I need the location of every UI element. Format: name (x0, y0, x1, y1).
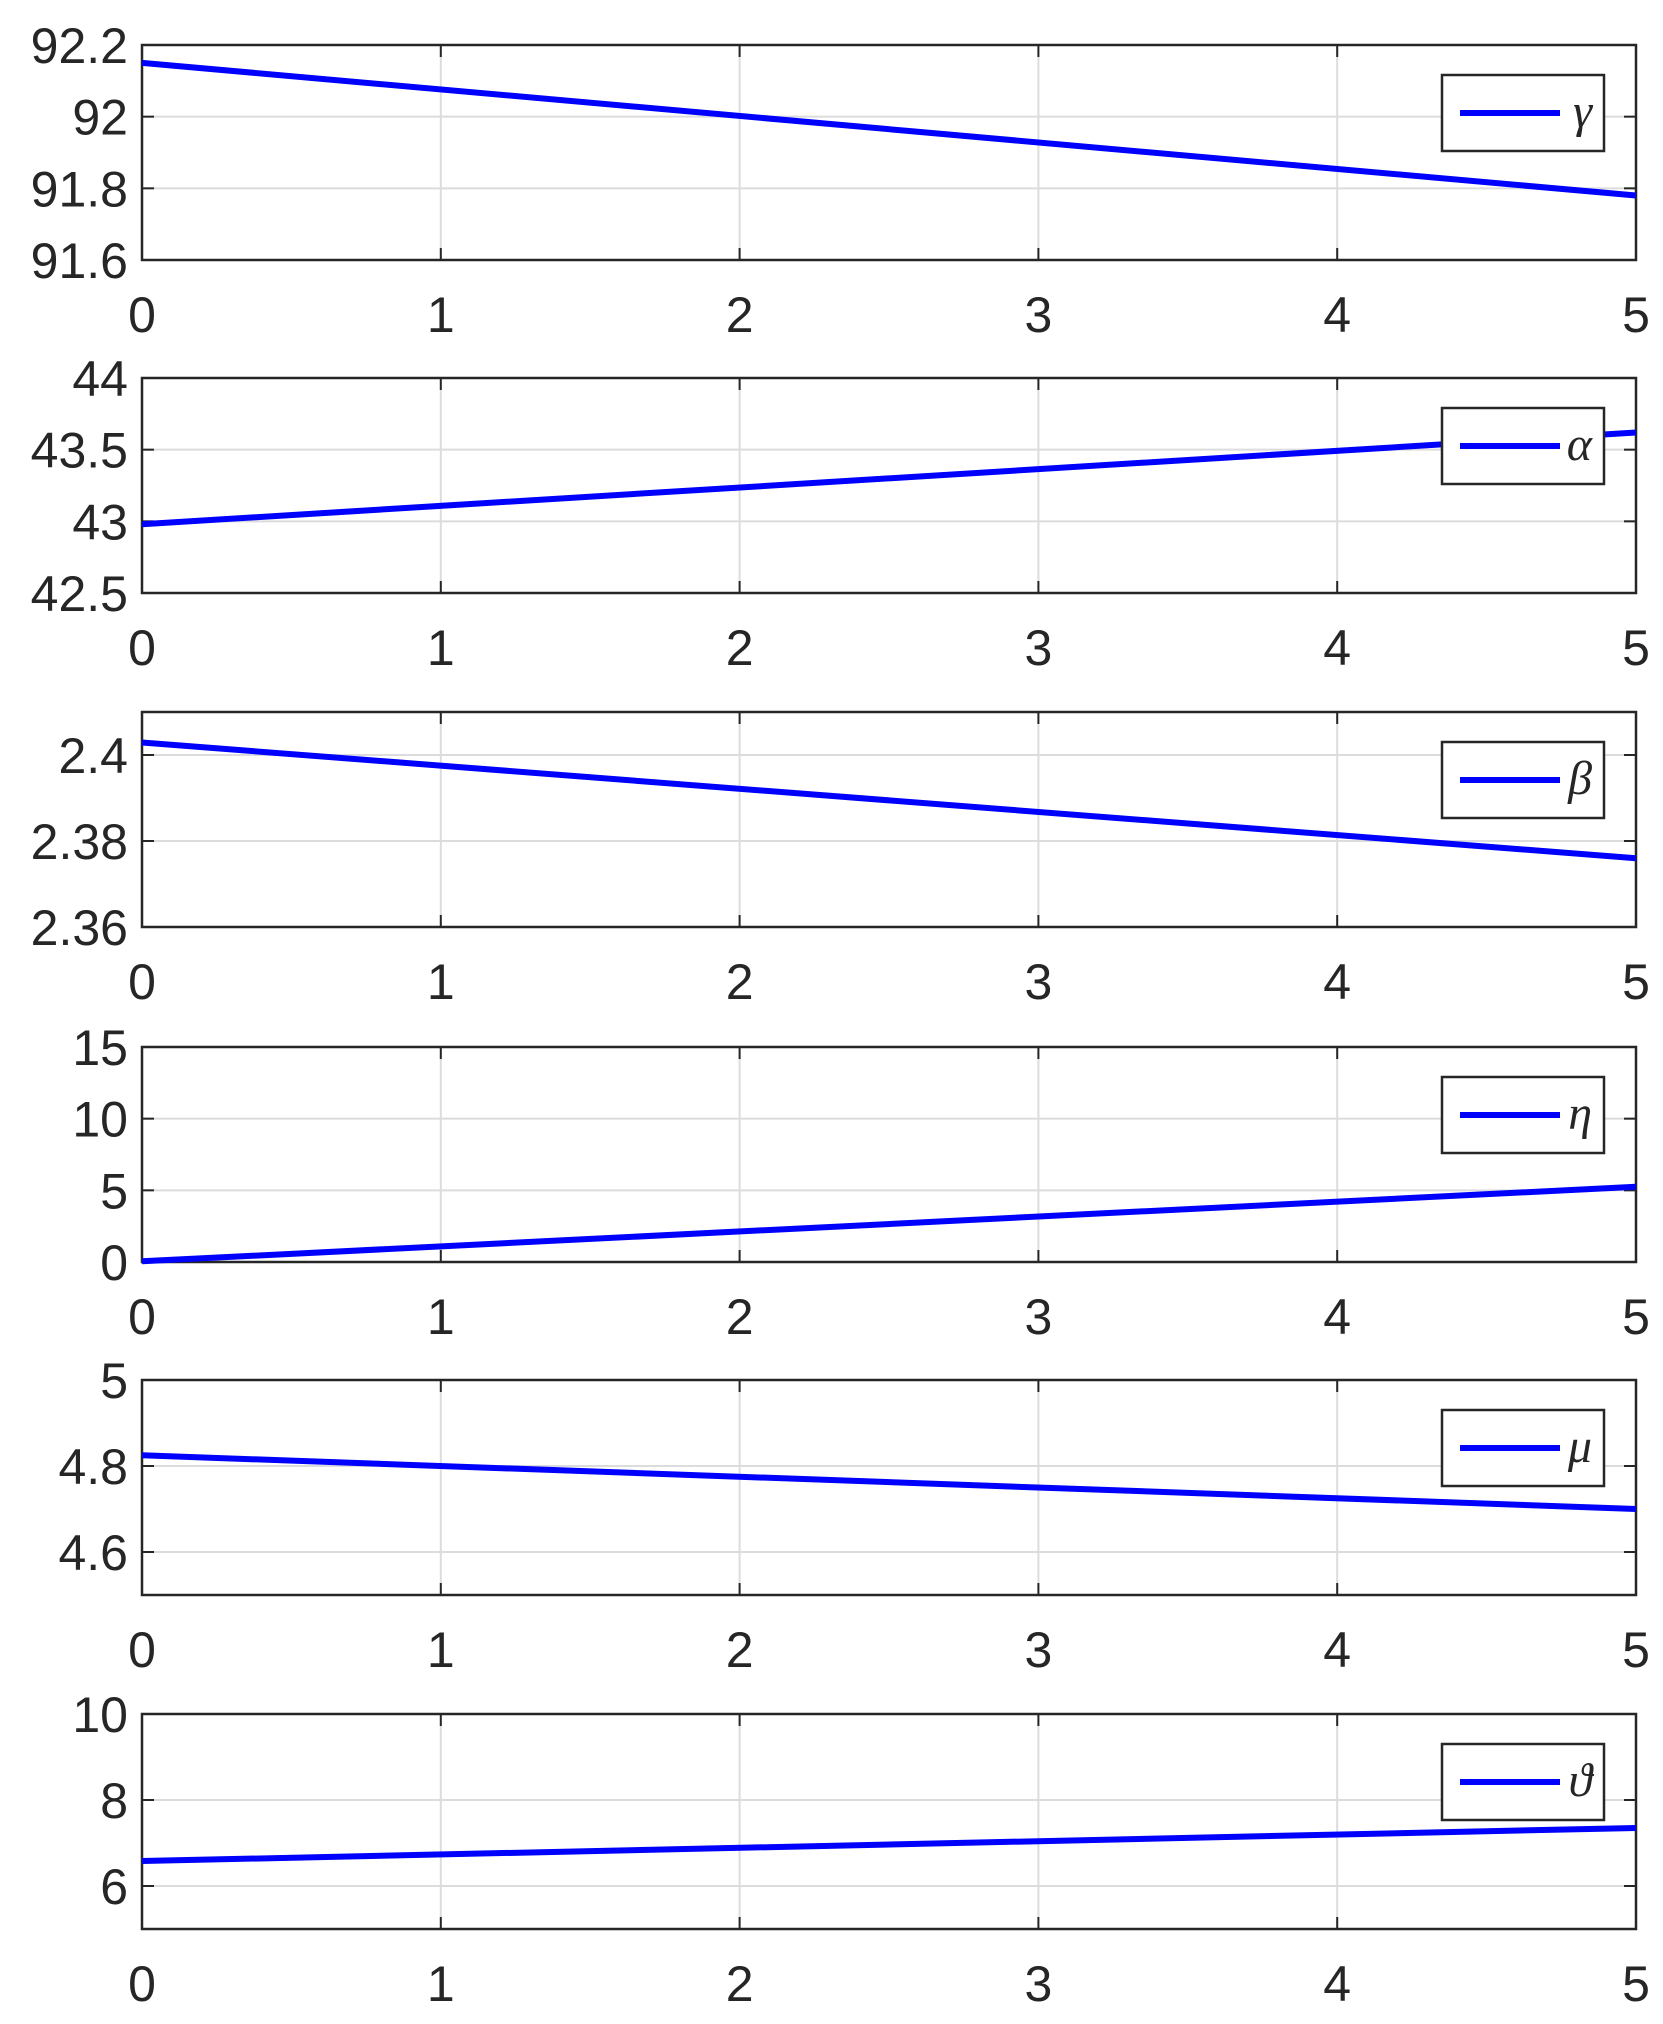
y-tick-label: 2.4 (58, 728, 128, 784)
x-tick-label: 2 (726, 620, 754, 676)
x-tick-label: 0 (128, 620, 156, 676)
y-tick-label: 91.6 (31, 233, 128, 289)
y-tick-label: 5 (100, 1163, 128, 1219)
subplot-5: 0 1 2 3 4 5 4.6 4.8 5 μ (58, 1353, 1649, 1678)
subplot-3: 0 1 2 3 4 5 2.36 2.38 2.4 β (31, 710, 1650, 1010)
x-tick-label: 1 (427, 1622, 455, 1678)
subplot-6: 0 1 2 3 4 5 6 8 10 ϑ (72, 1687, 1650, 2012)
series-line (141, 59, 1637, 199)
x-tick-label: 5 (1622, 287, 1650, 343)
axes-background (142, 1047, 1636, 1262)
legend-label: β (1567, 752, 1592, 805)
y-tick-label: 10 (72, 1687, 128, 1743)
y-tick-label: 43.5 (31, 423, 128, 479)
y-tick-label: 4.6 (58, 1525, 128, 1581)
x-tick-label: 1 (427, 1289, 455, 1345)
axes-background (142, 45, 1636, 260)
x-tick-label: 5 (1622, 954, 1650, 1010)
axes-background (142, 378, 1636, 593)
x-tick-label: 0 (128, 287, 156, 343)
y-tick-label: 2.36 (31, 900, 128, 956)
y-tick-label: 10 (72, 1092, 128, 1148)
x-tick-label: 1 (427, 620, 455, 676)
x-tick-label: 2 (726, 1289, 754, 1345)
x-tick-label: 2 (726, 287, 754, 343)
x-tick-label: 3 (1024, 1289, 1052, 1345)
axes-background (142, 1714, 1636, 1929)
axes-box (140, 1378, 1638, 1597)
x-tick-label: 5 (1622, 1622, 1650, 1678)
x-tick-label: 3 (1024, 620, 1052, 676)
x-tick-label: 5 (1622, 1289, 1650, 1345)
y-tick-label: 15 (72, 1020, 128, 1076)
x-tick-label: 3 (1024, 954, 1052, 1010)
x-tick-label: 0 (128, 954, 156, 1010)
y-tick-label: 2.38 (31, 814, 128, 870)
y-tick-label: 92 (72, 90, 128, 146)
x-tick-label: 1 (427, 287, 455, 343)
y-tick-label: 0 (100, 1235, 128, 1291)
y-tick-label: 43 (72, 494, 128, 550)
x-tick-label: 2 (726, 1622, 754, 1678)
y-tick-label: 42.5 (31, 566, 128, 622)
y-tick-label: 91.8 (31, 161, 128, 217)
x-tick-label: 4 (1323, 1289, 1351, 1345)
x-tick-label: 5 (1622, 1956, 1650, 2012)
axes-background (142, 712, 1636, 927)
y-tick-label: 4.8 (58, 1439, 128, 1495)
axes-background (142, 1380, 1636, 1595)
x-tick-label: 2 (726, 1956, 754, 2012)
series-line (141, 1452, 1637, 1512)
subplot-1: 0 1 2 3 4 5 91.6 91.8 92 92.2 γ (31, 18, 1650, 343)
axes-box (140, 710, 1638, 929)
x-tick-label: 0 (128, 1289, 156, 1345)
x-tick-label: 3 (1024, 287, 1052, 343)
x-tick-label: 5 (1622, 620, 1650, 676)
legend-label: α (1567, 418, 1593, 471)
legend-label: η (1568, 1087, 1592, 1140)
x-tick-label: 2 (726, 954, 754, 1010)
axes-box (140, 376, 1638, 595)
y-tick-label: 6 (100, 1859, 128, 1915)
x-tick-label: 4 (1323, 954, 1351, 1010)
series-line (141, 739, 1637, 862)
x-tick-label: 1 (427, 954, 455, 1010)
x-tick-label: 0 (128, 1956, 156, 2012)
legend-label: μ (1567, 1420, 1592, 1473)
y-tick-label: 92.2 (31, 18, 128, 74)
axes-box (140, 43, 1638, 262)
x-tick-label: 3 (1024, 1956, 1052, 2012)
series-line (141, 429, 1637, 528)
series-line (141, 1183, 1637, 1265)
y-tick-label: 44 (72, 351, 128, 407)
x-tick-label: 4 (1323, 1956, 1351, 2012)
x-tick-label: 3 (1024, 1622, 1052, 1678)
x-tick-label: 0 (128, 1622, 156, 1678)
series-line (141, 1824, 1637, 1865)
y-tick-label: 5 (100, 1353, 128, 1409)
axes-box (140, 1045, 1638, 1264)
x-tick-label: 4 (1323, 287, 1351, 343)
x-tick-label: 1 (427, 1956, 455, 2012)
x-tick-label: 4 (1323, 1622, 1351, 1678)
y-tick-label: 8 (100, 1773, 128, 1829)
legend-label: γ (1573, 85, 1593, 138)
subplot-2: 0 1 2 3 4 5 42.5 43 43.5 44 α (31, 351, 1650, 676)
x-tick-label: 4 (1323, 620, 1351, 676)
legend-label: ϑ (1568, 1754, 1594, 1807)
axes-box (140, 1712, 1638, 1931)
subplot-4: 0 1 2 3 4 5 0 5 10 15 η (72, 1020, 1650, 1345)
